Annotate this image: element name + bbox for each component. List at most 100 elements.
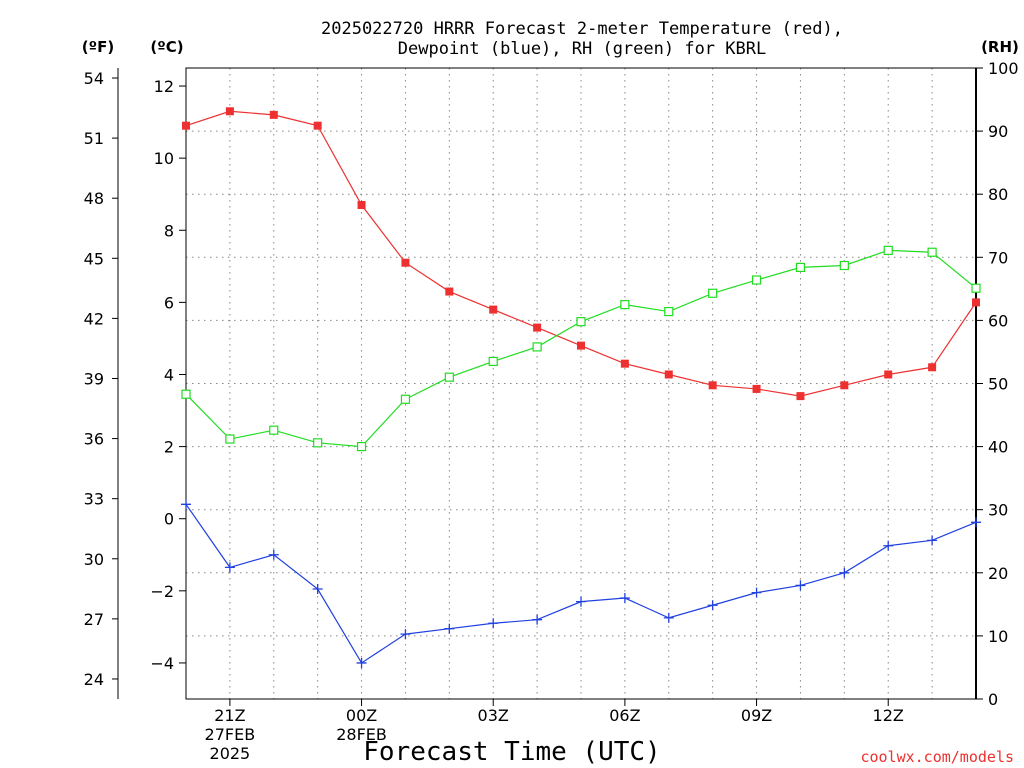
temperature-point bbox=[401, 258, 410, 267]
fahrenheit-tick-label: 24 bbox=[84, 670, 104, 689]
rh-point bbox=[620, 300, 630, 310]
temperature-point bbox=[577, 341, 585, 350]
x-tick-label: 21Z bbox=[214, 706, 245, 725]
dewpoint-point bbox=[444, 623, 455, 634]
temperature-point bbox=[928, 363, 937, 372]
x-tick-label: 28FEB bbox=[336, 725, 387, 744]
dewpoint-point bbox=[224, 562, 235, 573]
rh-point bbox=[532, 342, 542, 352]
fahrenheit-tick-label: 36 bbox=[84, 430, 104, 449]
dewpoint-point bbox=[356, 657, 367, 668]
temperature-line bbox=[185, 110, 977, 397]
rh-point bbox=[313, 438, 323, 448]
dewpoint-point bbox=[971, 517, 981, 528]
temperature-point bbox=[840, 381, 849, 390]
dewpoint-point bbox=[795, 580, 806, 591]
celsius-tick-label: −2 bbox=[150, 582, 174, 601]
x-tick-label: 03Z bbox=[478, 706, 509, 725]
dewpoint-point bbox=[488, 618, 499, 629]
rh-tick-label: 0 bbox=[988, 690, 998, 709]
rh-tick-label: 10 bbox=[988, 627, 1008, 646]
temperature-point bbox=[313, 121, 322, 130]
dewpoint-point bbox=[707, 600, 718, 611]
fahrenheit-tick-label: 54 bbox=[84, 69, 104, 88]
dewpoint-point bbox=[181, 499, 191, 510]
celsius-tick-label: 10 bbox=[154, 149, 174, 168]
dewpoint-point bbox=[268, 549, 279, 560]
temperature-point bbox=[357, 201, 366, 210]
rh-tick-label: 80 bbox=[988, 185, 1008, 204]
rh-point bbox=[795, 262, 806, 272]
rh-tick-label: 100 bbox=[988, 59, 1019, 78]
fahrenheit-tick-label: 51 bbox=[84, 129, 104, 148]
temperature-point bbox=[620, 359, 629, 368]
fahrenheit-tick-label: 39 bbox=[84, 369, 104, 388]
dewpoint-point bbox=[751, 587, 762, 598]
rh-point bbox=[708, 288, 718, 298]
rh-tick-label: 30 bbox=[988, 501, 1008, 520]
temperature-point bbox=[533, 323, 542, 332]
celsius-tick-label: −4 bbox=[150, 654, 174, 673]
dewpoint-point bbox=[576, 596, 586, 607]
rh-point bbox=[225, 434, 235, 444]
fahrenheit-tick-label: 30 bbox=[84, 550, 104, 569]
rh-point bbox=[927, 247, 937, 257]
temperature-point bbox=[752, 384, 761, 393]
temperature-point bbox=[225, 107, 234, 116]
rh-point bbox=[576, 317, 586, 327]
dewpoint-point bbox=[839, 567, 850, 578]
rh-tick-label: 90 bbox=[988, 122, 1008, 141]
fahrenheit-tick-label: 45 bbox=[84, 249, 104, 268]
rh-tick-label: 40 bbox=[988, 438, 1008, 457]
temperature-point bbox=[884, 370, 893, 379]
rh-point bbox=[751, 275, 762, 285]
fahrenheit-unit-label: (ºF) bbox=[82, 38, 114, 56]
celsius-tick-label: 4 bbox=[164, 365, 174, 384]
dewpoint-point bbox=[927, 535, 938, 546]
rh-point bbox=[181, 389, 191, 399]
fahrenheit-tick-label: 42 bbox=[84, 309, 104, 328]
x-tick-label: 00Z bbox=[346, 706, 377, 725]
celsius-tick-label: 6 bbox=[164, 293, 174, 312]
x-tick-label: 09Z bbox=[741, 706, 772, 725]
x-tick-label: 06Z bbox=[609, 706, 640, 725]
temperature-point bbox=[445, 287, 454, 296]
rh-point bbox=[839, 260, 849, 271]
rh-point bbox=[444, 372, 454, 382]
temperature-point bbox=[972, 298, 980, 307]
temperature-point bbox=[796, 392, 805, 401]
dewpoint-point bbox=[619, 593, 630, 604]
fahrenheit-tick-label: 33 bbox=[84, 490, 104, 509]
rh-point bbox=[400, 394, 411, 404]
dewpoint-point bbox=[532, 614, 543, 625]
series-layer bbox=[181, 107, 981, 668]
temperature-point bbox=[664, 370, 673, 379]
dewpoint-point bbox=[312, 584, 323, 595]
credit-text: coolwx.com/models bbox=[860, 748, 1014, 766]
rh-tick-label: 20 bbox=[988, 564, 1008, 583]
dewpoint-point bbox=[883, 540, 894, 551]
temperature-point bbox=[269, 110, 278, 119]
dewpoint-point bbox=[400, 629, 411, 640]
celsius-tick-label: 12 bbox=[154, 77, 174, 96]
x-tick-label: 12Z bbox=[873, 706, 904, 725]
rh-point bbox=[971, 283, 981, 293]
rh-point bbox=[356, 442, 367, 452]
axes-ticks: −4−2024681012242730333639424548515401020… bbox=[84, 59, 1019, 763]
rh-tick-label: 50 bbox=[988, 375, 1008, 394]
celsius-tick-label: 8 bbox=[164, 221, 174, 240]
celsius-unit-label: (ºC) bbox=[150, 38, 183, 56]
x-tick-label: 2025 bbox=[210, 744, 251, 763]
rh-tick-label: 60 bbox=[988, 311, 1008, 330]
rh-unit-label: (RH) bbox=[981, 38, 1019, 56]
rh-point bbox=[883, 245, 893, 255]
celsius-tick-label: 2 bbox=[164, 438, 174, 457]
chart-title-line1: 2025022720 HRRR Forecast 2-meter Tempera… bbox=[321, 19, 843, 39]
x-tick-label: 27FEB bbox=[205, 725, 256, 744]
rh-tick-label: 70 bbox=[988, 248, 1008, 267]
temperature-point bbox=[489, 305, 498, 314]
x-axis-title: Forecast Time (UTC) bbox=[363, 737, 660, 767]
fahrenheit-tick-label: 27 bbox=[84, 610, 104, 629]
rh-point bbox=[269, 425, 279, 435]
